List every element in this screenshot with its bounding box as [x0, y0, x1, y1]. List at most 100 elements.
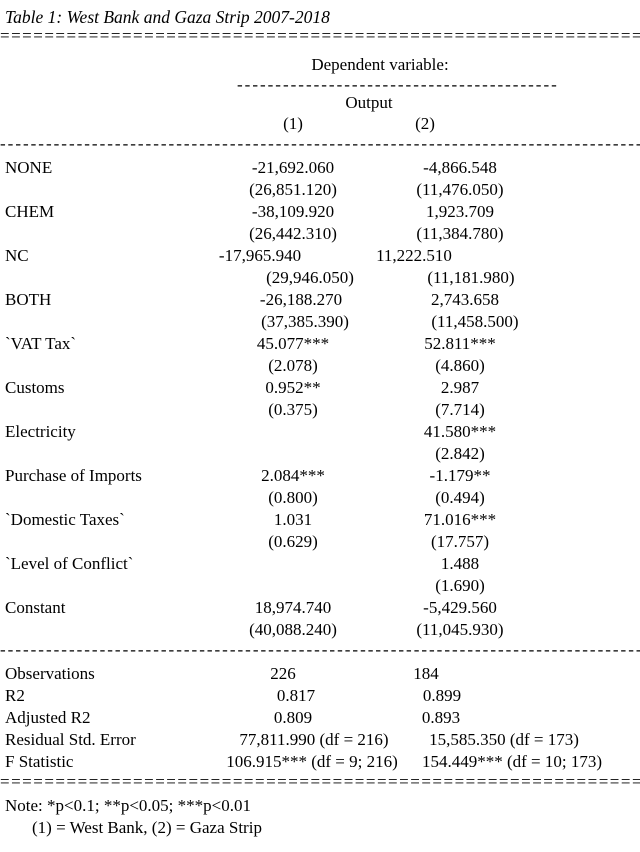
stat-value: 184 — [413, 664, 439, 683]
estimate-value: 2,743.658 — [431, 290, 499, 309]
estimate-value: -1.179** — [429, 466, 491, 485]
row-label: Electricity — [5, 422, 76, 441]
row-label: Observations — [5, 664, 95, 683]
table-row: (29,946.050) (11,181.980) — [0, 267, 640, 289]
table-row: BOTH -26,188.270 2,743.658 — [0, 289, 640, 311]
stat-value: 154.449*** (df = 10; 173) — [421, 752, 603, 771]
stat-value: 15,585.350 (df = 173) — [429, 730, 579, 749]
note-legend: (1) = West Bank, (2) = Gaza Strip — [32, 818, 262, 837]
row-label: CHEM — [5, 202, 55, 221]
std-error-value: (40,088.240) — [249, 620, 337, 639]
row-label: `Domestic Taxes` — [5, 510, 125, 529]
table-row: Adjusted R2 0.809 0.893 — [0, 707, 640, 729]
table-row: (0.629) (17.757) — [0, 531, 640, 553]
stat-value: 0.809 — [273, 708, 313, 727]
row-label: NONE — [5, 158, 53, 177]
estimate-value: 1.488 — [440, 554, 480, 573]
row-label: Adjusted R2 — [5, 708, 91, 727]
std-error-value: (11,045.930) — [416, 620, 504, 639]
estimate-value: 45.077*** — [256, 334, 330, 353]
outcome-row: Output — [0, 92, 640, 114]
table-rule-dashed-stats: ----------------------------------------… — [0, 640, 640, 659]
table-row: NONE -21,692.060 -4,866.548 — [0, 157, 640, 179]
table-row: Electricity 41.580*** — [0, 421, 640, 443]
table-row: (0.800) (0.494) — [0, 487, 640, 509]
estimate-value: 0.952** — [265, 378, 321, 397]
table-rule-double-bottom: ========================================… — [0, 772, 640, 791]
estimate-value: -38,109.920 — [251, 202, 335, 221]
table-row: NC -17,965.940 11,222.510 — [0, 245, 640, 267]
note-significance: Note: *p<0.1; **p<0.05; ***p<0.01 — [5, 796, 251, 815]
table-row: R2 0.817 0.899 — [0, 685, 640, 707]
estimate-value: -4,866.548 — [423, 158, 497, 177]
table-row: Customs 0.952** 2.987 — [0, 377, 640, 399]
row-label: `Level of Conflict` — [5, 554, 134, 573]
estimate-value: 2.084*** — [261, 466, 325, 485]
stat-value: 0.899 — [422, 686, 462, 705]
stat-value: 106.915*** (df = 9; 216) — [226, 752, 398, 771]
column-number-row: (1) (2) — [0, 113, 640, 135]
stat-value: 77,811.990 (df = 216) — [239, 730, 389, 749]
stat-value: 226 — [270, 664, 296, 683]
std-error-value: (0.494) — [435, 488, 485, 507]
column-1-label: (1) — [283, 114, 303, 133]
row-label: Residual Std. Error — [5, 730, 136, 749]
stat-value: 0.817 — [276, 686, 316, 705]
estimate-value: 52.811*** — [424, 334, 496, 353]
std-error-value: (11,181.980) — [427, 268, 515, 287]
estimate-value: 18,974.740 — [254, 598, 332, 617]
std-error-value: (26,851.120) — [249, 180, 337, 199]
dependent-variable-row: Dependent variable: — [0, 54, 640, 76]
std-error-value: (11,458.500) — [431, 312, 519, 331]
estimate-value: 1.031 — [273, 510, 313, 529]
output-label: Output — [345, 93, 393, 112]
table-rule-double-top: ========================================… — [0, 26, 640, 45]
std-error-value: (2.842) — [435, 444, 485, 463]
std-error-value: (0.629) — [268, 532, 318, 551]
estimate-value: -21,692.060 — [251, 158, 335, 177]
std-error-value: (37,385.390) — [261, 312, 349, 331]
page-title: Table 1: West Bank and Gaza Strip 2007-2… — [5, 7, 330, 27]
dependent-variable-label: Dependent variable: — [311, 55, 449, 74]
row-label: F Statistic — [5, 752, 74, 771]
std-error-value: (11,384.780) — [416, 224, 504, 243]
table-row: CHEM -38,109.920 1,923.709 — [0, 201, 640, 223]
table-row: (26,442.310) (11,384.780) — [0, 223, 640, 245]
table-row: Purchase of Imports 2.084*** -1.179** — [0, 465, 640, 487]
estimate-value: -17,965.940 — [218, 246, 302, 265]
table-row: (2.078) (4.860) — [0, 355, 640, 377]
stat-value: 0.893 — [421, 708, 461, 727]
table-row: `Level of Conflict` 1.488 — [0, 553, 640, 575]
table-row: (37,385.390) (11,458.500) — [0, 311, 640, 333]
std-error-value: (4.860) — [435, 356, 485, 375]
std-error-value: (26,442.310) — [249, 224, 337, 243]
table-row: Observations 226 184 — [0, 663, 640, 685]
row-label: R2 — [5, 686, 25, 705]
std-error-value: (2.078) — [268, 356, 318, 375]
table-row: Residual Std. Error 77,811.990 (df = 216)… — [0, 729, 640, 751]
table-row: (2.842) — [0, 443, 640, 465]
std-error-value: (0.800) — [268, 488, 318, 507]
table-row: (1.690) — [0, 575, 640, 597]
row-label: BOTH — [5, 290, 52, 309]
table-row: `VAT Tax` 45.077*** 52.811*** — [0, 333, 640, 355]
std-error-value: (0.375) — [268, 400, 318, 419]
std-error-value: (11,476.050) — [416, 180, 504, 199]
table-row: F Statistic 106.915*** (df = 9; 216) 154.4… — [0, 751, 640, 773]
row-label: `VAT Tax` — [5, 334, 77, 353]
estimate-value: 11,222.510 — [376, 246, 452, 265]
row-label: Constant — [5, 598, 66, 617]
table-row: Constant 18,974.740 -5,429.560 — [0, 597, 640, 619]
table-row: (40,088.240) (11,045.930) — [0, 619, 640, 641]
row-label: Customs — [5, 378, 65, 397]
estimate-value: -26,188.270 — [259, 290, 343, 309]
table-row: `Domestic Taxes` 1.031 71.016*** — [0, 509, 640, 531]
estimate-value: 71.016*** — [423, 510, 497, 529]
std-error-value: (1.690) — [435, 576, 485, 595]
coefficients-section: NONE -21,692.060 -4,866.548 (26,851.120) (11… — [0, 157, 640, 641]
estimate-value: 41.580*** — [423, 422, 497, 441]
estimate-value: 1,923.709 — [426, 202, 494, 221]
statistics-section: Observations 226 184 R2 0.817 0.899 Adjusted R… — [0, 663, 640, 773]
column-2-label: (2) — [415, 114, 435, 133]
